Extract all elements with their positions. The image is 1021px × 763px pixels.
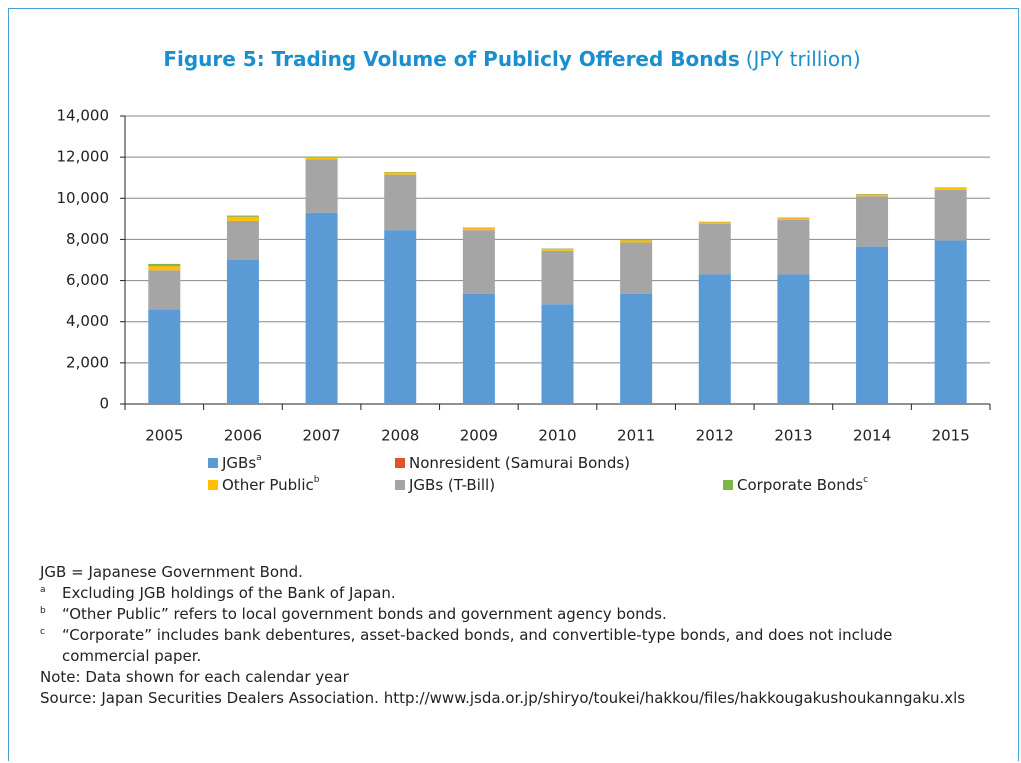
bar-segment: [541, 249, 574, 251]
footnote: b “Other Public” refers to local governme…: [40, 604, 980, 625]
legend-name: JGBs: [221, 454, 256, 472]
bar-segment: [620, 242, 653, 294]
bar-segment: [148, 309, 181, 404]
footnote-text: “Other Public” refers to local governmen…: [62, 605, 667, 623]
legend-marker: b: [314, 475, 320, 485]
bar-segment: [541, 250, 574, 305]
x-tick-label: 2005: [145, 427, 183, 445]
legend-name: JGBs (T-Bill): [408, 476, 495, 494]
bar-segment: [934, 188, 967, 191]
y-tick-label: 8,000: [66, 230, 109, 248]
bar-segment: [777, 218, 810, 220]
legend-label: JGBsa: [221, 453, 262, 472]
x-tick-label: 2006: [224, 427, 262, 445]
bar-segment: [777, 219, 810, 275]
bar-segment: [148, 270, 181, 310]
footnote-marker: c: [40, 627, 45, 637]
source: Source: Japan Securities Dealers Associa…: [40, 689, 966, 707]
bar-segment: [934, 240, 967, 404]
bar-segment: [384, 172, 417, 175]
legend-swatch: [395, 458, 405, 468]
bar-segment: [305, 159, 338, 213]
x-tick-label: 2012: [696, 427, 734, 445]
chart: Figure 5: Trading Volume of Publicly Off…: [57, 47, 991, 494]
bar-segment: [856, 246, 889, 404]
bar-segment: [698, 222, 731, 224]
footnote-marker: b: [40, 606, 46, 616]
y-tick-label: 2,000: [66, 353, 109, 371]
legend-label: Other Publicb: [222, 475, 320, 494]
y-tick-label: 6,000: [66, 271, 109, 289]
x-tick-label: 2009: [460, 427, 498, 445]
bar-segment: [148, 263, 181, 266]
legend-swatch: [723, 480, 733, 490]
bar-segment: [462, 230, 495, 294]
x-tick-label: 2007: [302, 427, 340, 445]
y-tick-label: 4,000: [66, 312, 109, 330]
bar-segment: [384, 174, 417, 231]
x-tick-label: 2015: [932, 427, 970, 445]
bar-segment: [462, 293, 495, 404]
x-tick-label: 2014: [853, 427, 891, 445]
legend-label: Nonresident (Samurai Bonds): [409, 454, 630, 472]
footnote-marker: a: [40, 585, 46, 595]
bar-segment: [698, 224, 731, 275]
legend-swatch: [208, 458, 218, 468]
bar-segment: [226, 216, 259, 221]
y-tick-label: 14,000: [57, 107, 110, 125]
legend-name: Other Public: [222, 476, 314, 494]
notes: JGB = Japanese Government Bond. a Excludi…: [40, 562, 980, 709]
bar-segment: [934, 190, 967, 241]
bar-segment: [384, 230, 417, 404]
footnote: a Excluding JGB holdings of the Bank of J…: [40, 583, 980, 604]
footnotes: a Excluding JGB holdings of the Bank of J…: [40, 583, 980, 667]
legend-name: Corporate Bonds: [737, 476, 863, 494]
footnote-text: Excluding JGB holdings of the Bank of Ja…: [62, 584, 396, 602]
bar-segment: [148, 266, 181, 271]
abbreviation: JGB = Japanese Government Bond.: [40, 563, 303, 581]
y-tick-label: 0: [99, 395, 109, 413]
note: Note: Data shown for each calendar year: [40, 668, 349, 686]
bar-segment: [856, 194, 889, 197]
title-unit: (JPY trillion): [746, 47, 861, 71]
bar-segment: [226, 215, 259, 217]
x-tick-label: 2010: [538, 427, 576, 445]
bar-segment: [698, 274, 731, 404]
x-tick-label: 2008: [381, 427, 419, 445]
bar-segment: [226, 260, 259, 404]
legend-label: Corporate Bondsc: [737, 475, 868, 494]
bar-segment: [226, 220, 259, 260]
legend-marker: a: [256, 453, 262, 463]
title: Figure 5: Trading Volume of Publicly Off…: [163, 47, 739, 71]
legend-swatch: [395, 480, 405, 490]
footnote: c “Corporate” includes bank debentures, a…: [40, 625, 980, 667]
bar-segment: [305, 157, 338, 160]
chart-title: Figure 5: Trading Volume of Publicly Off…: [163, 47, 860, 71]
frame: [8, 8, 1019, 761]
y-tick-label: 10,000: [57, 189, 110, 207]
legend-marker: c: [863, 475, 868, 485]
legend-label: JGBs (T-Bill): [408, 476, 495, 494]
bar-segment: [777, 274, 810, 404]
bar-segment: [620, 240, 653, 243]
legend-name: Nonresident (Samurai Bonds): [409, 454, 630, 472]
bar-segment: [856, 196, 889, 247]
footnote-text: “Corporate” includes bank debentures, as…: [62, 626, 893, 665]
x-tick-label: 2011: [617, 427, 655, 445]
legend-swatch: [208, 480, 218, 490]
bar-segment: [462, 228, 495, 231]
bar-segment: [305, 212, 338, 404]
y-tick-label: 12,000: [57, 148, 110, 166]
bar-segment: [541, 304, 574, 404]
x-tick-label: 2013: [774, 427, 812, 445]
bar-segment: [620, 293, 653, 404]
